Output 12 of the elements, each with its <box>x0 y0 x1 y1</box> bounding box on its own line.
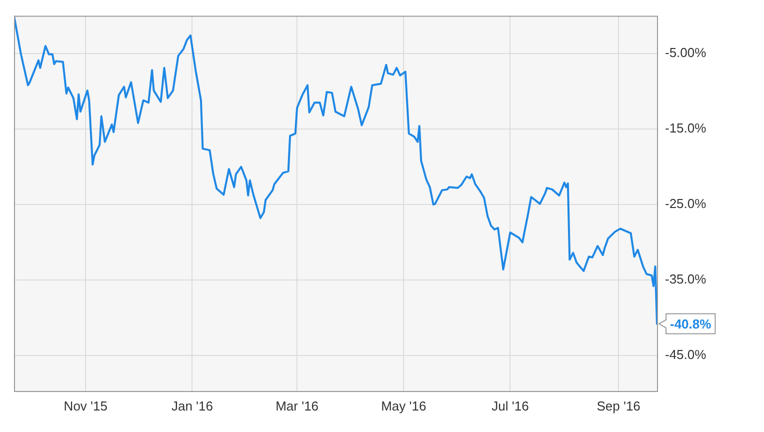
y-tick-label: -15.0% <box>665 120 707 136</box>
y-tick-label: -45.0% <box>665 347 707 362</box>
annotation: -40.8% <box>670 316 712 332</box>
y-tick-label: -35.0% <box>665 272 707 287</box>
x-tick-label: Nov '15 <box>64 398 108 414</box>
x-tick-label: Jul '16 <box>492 398 529 414</box>
y-tick-label: -5.00% <box>665 45 707 60</box>
x-tick-label: Mar '16 <box>276 398 319 414</box>
x-tick-label: Sep '16 <box>596 398 640 414</box>
x-tick-label: Jan '16 <box>171 398 213 414</box>
y-tick-label: -25.0% <box>665 196 707 212</box>
x-tick-label: May '16 <box>381 398 426 414</box>
